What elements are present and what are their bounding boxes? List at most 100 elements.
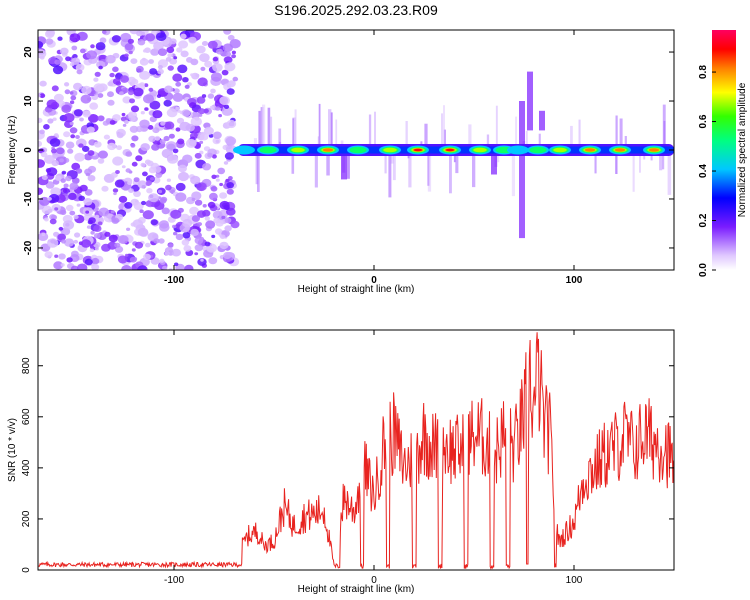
noise-dot: [94, 247, 99, 251]
spectral-streak: [314, 150, 318, 188]
noise-dot: [57, 36, 63, 41]
noise-dot: [121, 265, 132, 270]
noise-dot: [155, 32, 167, 41]
noise-dot: [159, 198, 167, 204]
noise-dot: [201, 94, 207, 98]
noise-dot: [61, 170, 67, 175]
noise-dot: [52, 65, 64, 75]
noise-dot: [163, 99, 172, 107]
noise-dot: [153, 238, 160, 244]
spectral-streak: [317, 136, 320, 150]
colorbar: 0.0 0.2 0.4 0.6 0.8 Normalized spectral ampl…: [698, 30, 748, 277]
colorbar-tick-label: 0.8: [698, 65, 709, 79]
noise-dot: [166, 108, 178, 118]
spectral-streak: [639, 150, 641, 173]
noise-dot: [191, 215, 200, 222]
spectral-streak: [392, 150, 396, 181]
noise-dot: [45, 181, 55, 189]
noise-dot: [162, 265, 168, 270]
noise-dot: [97, 158, 105, 164]
noise-dot: [136, 65, 144, 73]
colorbar-tick-label: 0.4: [698, 164, 709, 178]
spectral-streak: [632, 150, 635, 192]
noise-dot: [65, 56, 71, 62]
noise-dot: [216, 48, 223, 55]
noise-dot: [147, 125, 154, 130]
snr-panel: -100 0 100 0 200 400 600 800 Height of straigh…: [7, 329, 675, 595]
noise-dot: [145, 242, 151, 248]
noise-dot: [38, 159, 45, 168]
noise-dot: [175, 106, 180, 111]
noise-dot: [196, 45, 206, 54]
noise-dot: [84, 258, 93, 266]
noise-dot: [39, 80, 47, 87]
snr-y-label: SNR (10 * v/v): [7, 418, 18, 482]
noise-dot: [107, 142, 117, 151]
noise-dot: [224, 152, 234, 160]
noise-dot: [126, 227, 131, 231]
noise-dot: [90, 44, 95, 49]
noise-dot: [164, 251, 170, 256]
noise-dot: [207, 93, 215, 99]
noise-dot: [143, 94, 154, 104]
noise-dot: [176, 47, 183, 53]
noise-dot: [69, 127, 78, 134]
noise-dot: [73, 82, 83, 91]
noise-dot: [75, 135, 80, 139]
noise-dot: [58, 226, 64, 231]
noise-dot: [212, 63, 223, 72]
spectral-streak: [346, 150, 350, 179]
signal-peak: [259, 146, 277, 154]
noise-dot: [139, 209, 144, 213]
noise-dot: [65, 204, 74, 212]
noise-dot: [196, 96, 206, 104]
spectral-streak: [515, 116, 517, 150]
noise-dot: [175, 81, 182, 87]
noise-dot: [86, 126, 95, 134]
noise-dot: [149, 100, 161, 110]
noise-dot: [201, 41, 209, 46]
noise-dot: [120, 75, 129, 83]
noise-dot: [104, 231, 111, 237]
noise-dot: [73, 214, 79, 220]
noise-dot: [194, 152, 202, 159]
noise-dot: [178, 171, 189, 182]
x-tick-label: -100: [164, 275, 184, 286]
spectral-streak: [427, 150, 430, 186]
spectral-streak: [659, 150, 663, 171]
noise-dot: [225, 178, 230, 183]
noise-dot: [70, 95, 77, 101]
noise-dot: [203, 126, 214, 135]
noise-dot: [109, 120, 116, 125]
noise-dot: [137, 39, 146, 46]
noise-dot: [124, 43, 134, 51]
signal-peak: [322, 148, 334, 152]
noise-dot: [139, 58, 149, 66]
noise-dot: [139, 70, 151, 80]
noise-dot: [229, 39, 241, 49]
noise-dot: [197, 108, 206, 115]
spectral-streak: [662, 104, 666, 150]
noise-dot: [152, 128, 157, 132]
noise-dot: [223, 161, 229, 165]
x-tick-label: 0: [371, 575, 377, 586]
noise-dot: [204, 216, 210, 221]
noise-dot: [71, 57, 80, 65]
noise-dot: [212, 210, 223, 220]
noise-dot: [99, 37, 107, 44]
noise-dot: [205, 220, 216, 229]
spectral-streak: [424, 123, 428, 150]
spectral-streak: [449, 150, 452, 194]
noise-dot: [135, 155, 143, 162]
noise-dot: [74, 152, 85, 162]
noise-dot: [183, 245, 192, 252]
noise-dot: [182, 232, 191, 239]
noise-dot: [190, 228, 199, 236]
noise-dot: [45, 168, 52, 173]
noise-dot: [225, 51, 232, 57]
spectral-streak: [578, 119, 581, 150]
noise-dot: [94, 214, 100, 219]
noise-dot: [219, 96, 230, 106]
noise-dot: [175, 192, 187, 202]
noise-dot: [70, 265, 79, 270]
